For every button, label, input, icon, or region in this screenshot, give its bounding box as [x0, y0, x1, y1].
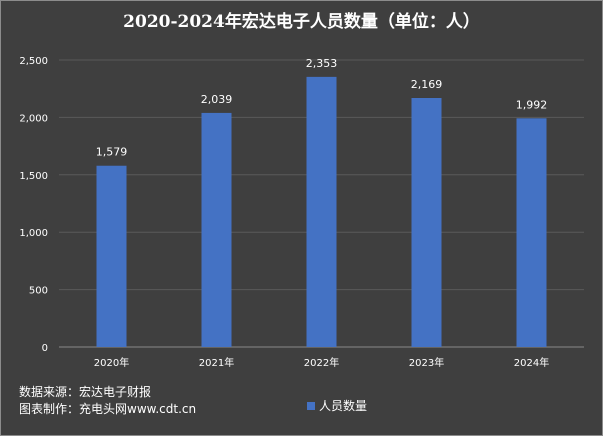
source-note: 数据来源：宏达电子财报 图表制作：充电头网www.cdt.cn: [19, 384, 196, 418]
x-tick-label: 2021年: [199, 356, 234, 369]
bar: [516, 118, 547, 348]
x-tick-label: 2023年: [409, 356, 444, 369]
legend-swatch: [307, 401, 315, 410]
x-tick-label: 2022年: [304, 356, 339, 369]
y-tick-label: 2,000: [19, 113, 48, 124]
data-label: 1,579: [96, 146, 128, 159]
bar: [306, 76, 337, 347]
y-tick-label: 1,000: [19, 228, 48, 239]
y-tick-label: 2,500: [19, 56, 48, 67]
source-line-2: 图表制作：充电头网www.cdt.cn: [19, 402, 197, 416]
bar: [201, 112, 232, 348]
legend-label: 人员数量: [319, 399, 368, 413]
data-label: 2,039: [201, 93, 233, 106]
data-label: 2,353: [306, 57, 338, 70]
source-line-1: 数据来源：宏达电子财报: [19, 385, 152, 399]
bar: [411, 97, 442, 347]
x-tick-label: 2020年: [94, 356, 129, 369]
y-tick-label: 500: [29, 286, 48, 297]
y-tick-label: 0: [42, 343, 48, 354]
data-label: 2,169: [411, 78, 443, 91]
y-tick-label: 1,500: [19, 171, 48, 182]
x-tick-label: 2024年: [514, 356, 549, 369]
chart-title: 2020-2024年宏达电子人员数量（单位：人）: [123, 12, 480, 32]
data-label: 1,992: [516, 98, 548, 111]
bar: [96, 165, 127, 347]
legend: 人员数量: [307, 397, 367, 414]
